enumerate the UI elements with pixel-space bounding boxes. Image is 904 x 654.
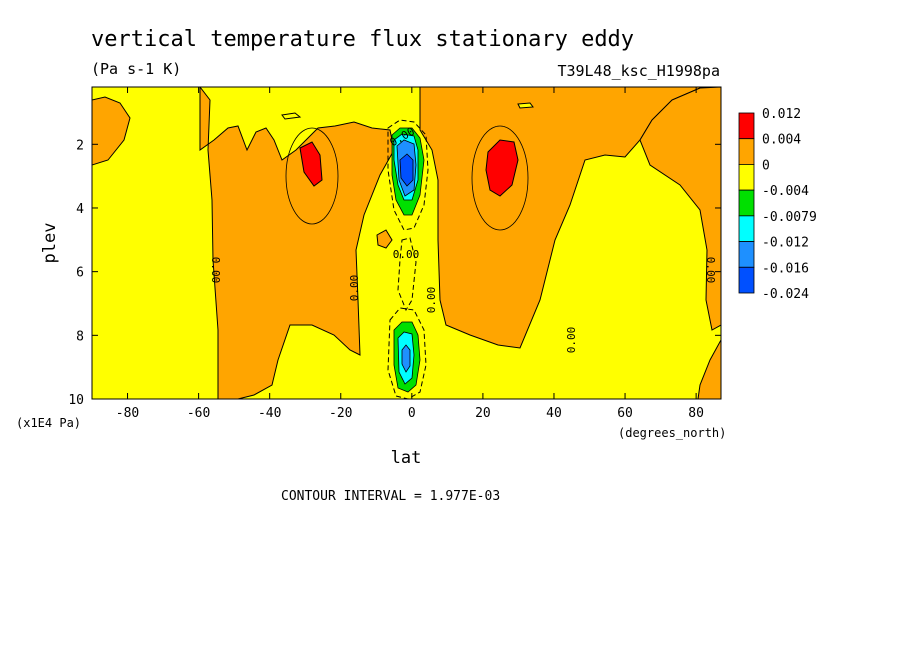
- colorbar-swatch: [738, 112, 755, 140]
- orange-region-north-corner: [697, 339, 721, 399]
- x-axis-units: (degrees_north): [618, 426, 726, 440]
- colorbar-label: -0.004: [762, 184, 809, 199]
- dashed-contour-middle: [397, 237, 417, 312]
- dataset-label: T39L48_ksc_H1998pa: [557, 62, 720, 80]
- plot-frame: [91, 86, 722, 400]
- orange-region-left-edge: [92, 87, 131, 166]
- contour-labels: 0.00 0.00 0.00 0.00 0.00 0.00 0.00: [209, 125, 717, 354]
- y-axis-label: plev: [40, 223, 60, 264]
- contour-interval-note: CONTOUR INTERVAL = 1.977E-03: [281, 489, 500, 504]
- x-tick-label: -60: [187, 406, 210, 421]
- red-max-north: [485, 139, 519, 197]
- colorbar-label: 0.012: [762, 107, 801, 122]
- y-tick-label: 4: [76, 202, 84, 217]
- x-tick-label: 40: [546, 406, 562, 421]
- y-tick-label: 2: [76, 138, 84, 153]
- plot-area: [92, 87, 721, 399]
- yellow-hole-1: [281, 112, 302, 120]
- y-axis: 2 4 6 8 10: [68, 138, 721, 408]
- colorbar-swatch: [738, 164, 755, 191]
- colorbar-label: -0.0079: [762, 210, 817, 225]
- x-tick-label: -80: [116, 406, 139, 421]
- colorbar: 0.012 0.004 0 -0.004 -0.0079 -0.012 -0.016 -0.0…: [738, 107, 817, 302]
- y-tick-label: 8: [76, 329, 84, 344]
- x-tick-label: -40: [258, 406, 281, 421]
- contour-label: 0.00: [393, 248, 420, 261]
- colorbar-label: 0.004: [762, 133, 801, 148]
- y-tick-label: 6: [76, 266, 84, 281]
- y-axis-units: (x1E4 Pa): [16, 416, 81, 430]
- x-axis-label: lat: [391, 448, 422, 468]
- x-tick-label: 60: [617, 406, 633, 421]
- red-max-south: [299, 141, 323, 187]
- x-tick-label: 0: [408, 406, 416, 421]
- x-axis: -80 -60 -40 -20 0 20 40 60 80: [116, 87, 704, 421]
- colorbar-swatch: [738, 241, 755, 268]
- chart-title: vertical temperature flux stationary edd…: [91, 27, 634, 52]
- colorbar-swatch: [738, 138, 755, 165]
- orange-region-south: [199, 87, 395, 399]
- orange-region-far-north: [639, 87, 721, 331]
- colorbar-swatch: [738, 189, 755, 217]
- chart-units: (Pa s-1 K): [91, 60, 181, 78]
- y-tick-label: 10: [68, 393, 84, 408]
- x-tick-label: 20: [475, 406, 491, 421]
- colorbar-label: -0.024: [762, 287, 809, 302]
- colorbar-label: -0.016: [762, 261, 809, 276]
- contour-label: 0.00: [704, 257, 717, 284]
- neg-lower-blue: [401, 344, 411, 373]
- contour-label: 0.00: [565, 327, 578, 354]
- contour-north-outer: [471, 125, 529, 231]
- contour-label: 0.00: [348, 275, 361, 302]
- colorbar-swatch: [738, 266, 755, 294]
- contour-south-outer: [285, 127, 339, 225]
- neg-upper-darkblue: [399, 153, 414, 187]
- orange-region-center-spot: [376, 229, 393, 249]
- x-tick-label: 80: [688, 406, 704, 421]
- contour-label: 0.00: [425, 287, 438, 314]
- contour-label: 0.00: [209, 257, 222, 284]
- colorbar-swatch: [738, 215, 755, 242]
- colorbar-label: 0: [762, 158, 770, 173]
- dashed-contour-lower: [387, 307, 427, 399]
- dashed-contour-upper: [387, 119, 429, 231]
- x-tick-label: -20: [329, 406, 352, 421]
- yellow-hole-2: [517, 102, 534, 109]
- colorbar-label: -0.012: [762, 236, 809, 251]
